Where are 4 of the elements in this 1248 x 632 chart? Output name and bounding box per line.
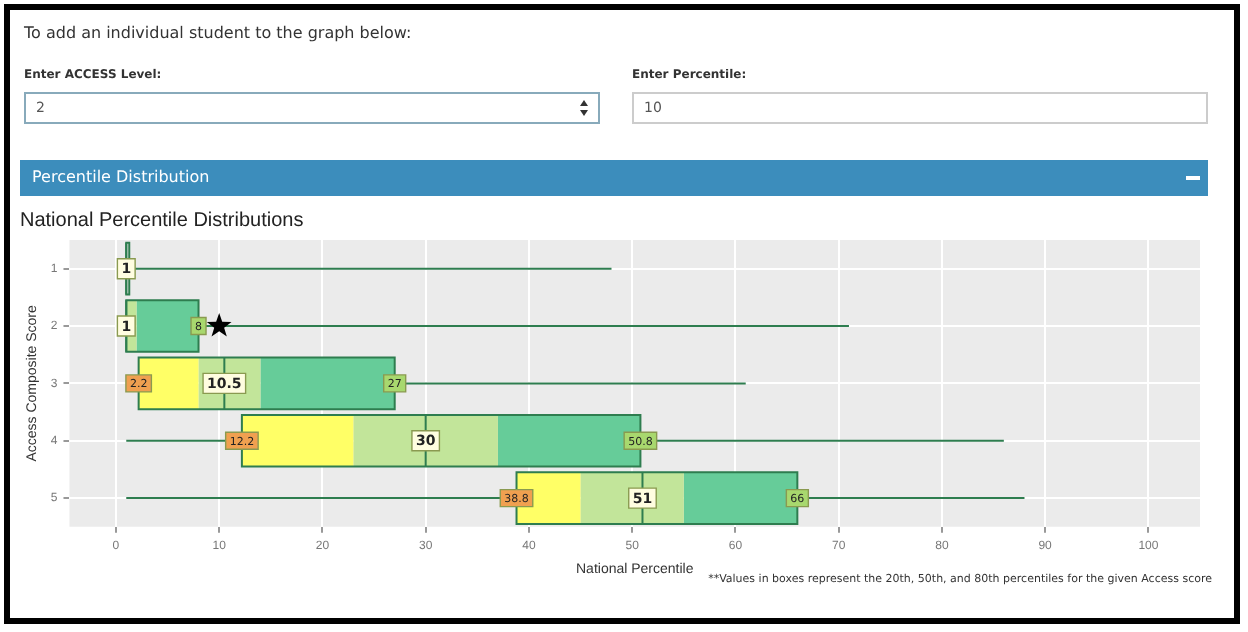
text: Percentile Distribution bbox=[32, 168, 210, 186]
text: To add an individual student to the graph below: bbox=[24, 24, 412, 42]
bar bbox=[353, 414, 498, 467]
chart-title: National Percentile Distributions bbox=[20, 209, 304, 232]
